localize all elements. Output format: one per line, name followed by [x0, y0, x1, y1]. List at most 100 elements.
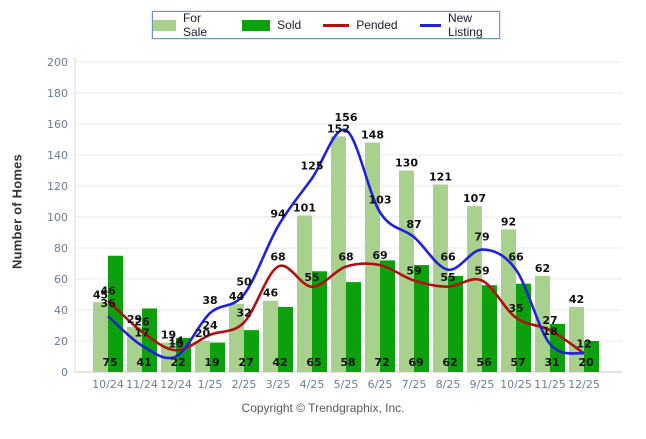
x-tick-label: 5/25 — [334, 378, 359, 391]
new-listing-value-label: 94 — [270, 207, 286, 220]
sold-value-label: 41 — [136, 356, 151, 369]
legend-item-for-sale: For Sale — [153, 11, 220, 39]
y-tick-label: 160 — [47, 118, 68, 131]
bar-for-sale — [467, 206, 482, 372]
legend-label: Pended — [356, 18, 398, 32]
pended-value-label: 24 — [202, 319, 218, 332]
gridlines — [74, 57, 622, 373]
bar-sold — [108, 255, 123, 372]
for-sale-value-label: 107 — [463, 192, 486, 205]
x-tick-label: 2/25 — [232, 378, 257, 391]
pended-value-label: 27 — [542, 314, 557, 327]
for-sale-value-label: 148 — [361, 129, 384, 142]
bar-for-sale — [263, 300, 278, 372]
sold-value-label: 65 — [306, 356, 321, 369]
for-sale-value-label: 45 — [93, 288, 108, 301]
bar-sold — [210, 342, 225, 372]
for-sale-value-label: 152 — [327, 122, 350, 135]
sold-value-label: 22 — [170, 356, 185, 369]
new-listing-line-icon — [419, 23, 441, 27]
x-tick-label: 12/25 — [568, 378, 600, 391]
new-listing-value-label: 10 — [168, 338, 184, 351]
for-sale-value-label: 19 — [161, 329, 176, 342]
for-sale-value-label: 62 — [535, 262, 550, 275]
y-tick-label: 0 — [61, 366, 68, 379]
bar-for-sale — [331, 136, 346, 372]
bar-for-sale — [433, 184, 448, 372]
for-sale-swatch-icon — [153, 19, 176, 31]
for-sale-value-label: 46 — [263, 287, 279, 300]
for-sale-value-label: 121 — [429, 170, 452, 183]
x-tick-label: 7/25 — [402, 378, 427, 391]
legend-item-sold: Sold — [242, 18, 301, 32]
new-listing-value-label: 87 — [406, 218, 421, 231]
new-listing-value-label: 103 — [369, 193, 392, 206]
new-listing-value-label: 17 — [134, 327, 149, 340]
legend-label: New Listing — [447, 11, 483, 39]
sold-value-label: 31 — [544, 356, 559, 369]
pended-value-label: 32 — [236, 306, 251, 319]
x-tick-label: 11/25 — [534, 378, 566, 391]
bar-sold — [584, 341, 599, 372]
new-listing-value-label: 79 — [474, 231, 489, 244]
new-listing-value-label: 156 — [335, 111, 358, 124]
for-sale-value-label: 20 — [195, 327, 211, 340]
legend-item-new-listing: New Listing — [419, 11, 499, 39]
sold-value-label: 58 — [340, 356, 355, 369]
bar-sold — [482, 285, 497, 372]
new-listing-value-label: 66 — [508, 251, 524, 264]
y-tick-label: 140 — [47, 149, 68, 162]
sold-value-label: 27 — [238, 356, 253, 369]
chart-legend: For Sale Sold Pended New Listing — [151, 10, 501, 40]
pended-value-label: 69 — [372, 249, 387, 262]
sold-value-label: 19 — [204, 356, 219, 369]
sold-value-label: 69 — [408, 356, 423, 369]
bar-for-sale — [365, 142, 380, 372]
y-tick-label: 20 — [54, 335, 68, 348]
pended-value-label: 55 — [304, 271, 319, 284]
x-tick-label: 11/24 — [126, 378, 158, 391]
pended-value-label: 26 — [134, 316, 150, 329]
bar-sold — [516, 283, 531, 372]
x-tick-label: 1/25 — [198, 378, 223, 391]
copyright-text: Copyright © Trendgraphix, Inc. — [241, 401, 405, 415]
pended-value-label: 12 — [576, 337, 591, 350]
bar-for-sale — [297, 215, 312, 372]
legend-label: Sold — [277, 18, 302, 32]
bar-for-sale — [399, 170, 414, 372]
pended-line-icon — [323, 23, 350, 27]
new-listing-line — [107, 128, 585, 360]
bar-for-sale — [535, 275, 550, 372]
pended-value-label: 59 — [474, 265, 489, 278]
sold-value-label: 42 — [272, 356, 287, 369]
for-sale-value-label: 92 — [501, 215, 516, 228]
bar-sold — [380, 260, 395, 372]
pended-value-label: 68 — [270, 251, 285, 264]
y-tick-label: 80 — [54, 242, 68, 255]
bar-sold — [278, 306, 293, 372]
for-sale-value-label: 101 — [293, 201, 316, 214]
bar-for-sale — [229, 303, 244, 372]
bar-for-sale — [569, 306, 584, 372]
sold-value-label: 72 — [374, 356, 389, 369]
y-tick-label: 200 — [47, 56, 68, 69]
new-listing-value-label: 125 — [301, 159, 324, 172]
legend-label: For Sale — [182, 11, 207, 39]
y-tick-label: 60 — [54, 273, 68, 286]
sold-value-label: 20 — [578, 356, 594, 369]
sold-value-label: 57 — [510, 356, 525, 369]
bar-sold — [142, 308, 157, 372]
bar-sold — [414, 265, 429, 372]
y-tick-label: 100 — [47, 211, 68, 224]
bar-sold — [244, 330, 259, 372]
bar-for-sale — [195, 341, 210, 372]
x-tick-label: 6/25 — [368, 378, 393, 391]
pended-value-label: 55 — [440, 271, 455, 284]
sold-value-label: 56 — [476, 356, 492, 369]
bar-sold — [448, 275, 463, 372]
new-listing-value-label: 38 — [202, 294, 217, 307]
new-listing-value-label: 66 — [440, 251, 456, 264]
